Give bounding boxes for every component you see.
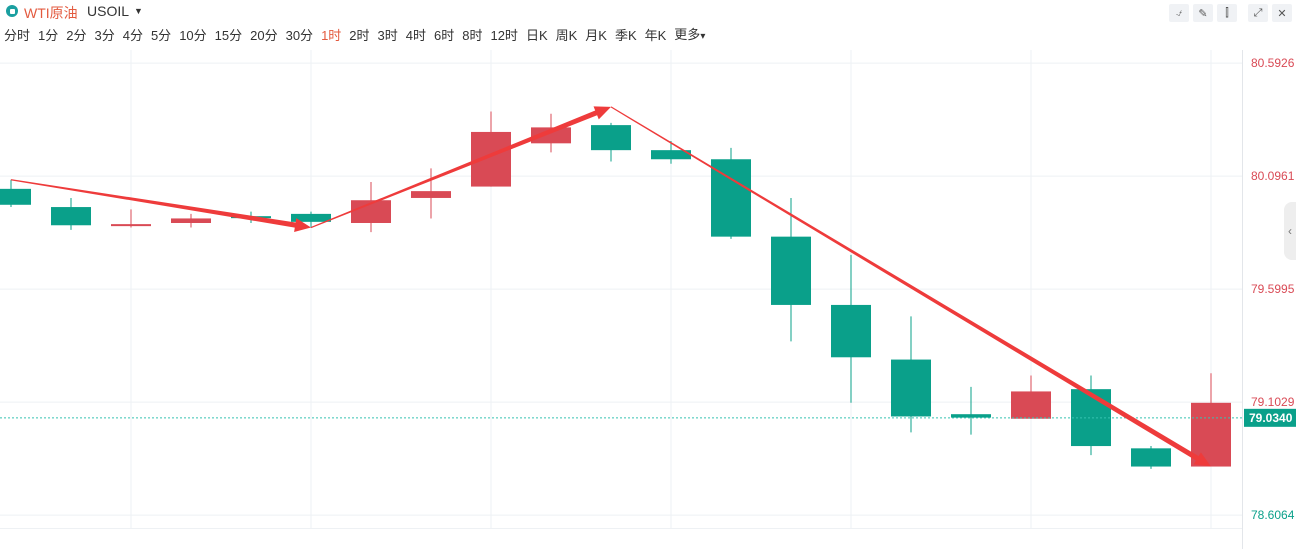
candle-body — [591, 125, 631, 151]
candle-body — [111, 224, 151, 227]
y-tick-label: 80.0961 — [1251, 169, 1295, 183]
candle-body — [651, 150, 691, 160]
symbol-dropdown-icon[interactable]: ▼ — [134, 6, 143, 16]
current-price-tag — [1244, 408, 1296, 427]
chart-header: WTI原油 USOIL ▼ ⍻ ✎ ⫿ ⤢ ✕ — [0, 0, 1296, 24]
period-tab[interactable]: 1分 — [38, 28, 59, 43]
period-tab[interactable]: 5分 — [150, 28, 172, 43]
candle-body — [1131, 448, 1171, 467]
current-price-label: 79.0340 — [1249, 411, 1293, 425]
candle-body — [51, 207, 91, 226]
period-tab[interactable]: 20分 — [250, 28, 278, 43]
period-tab[interactable]: 4分 — [122, 28, 143, 43]
line-tool-icon[interactable]: ⍻ — [1169, 4, 1189, 22]
candle-body — [831, 304, 871, 358]
period-tab[interactable]: 2时 — [349, 28, 370, 43]
period-tabs: 分时 1分 2分 3分 4分 5分 10分 15分 20分 30分 1时 2时 3时 4时 6时 8时 12时日… — [0, 25, 709, 47]
candle-body — [351, 200, 391, 223]
close-icon[interactable]: ✕ — [1272, 4, 1292, 22]
period-tab[interactable]: 季K — [614, 28, 637, 43]
period-tab[interactable]: 4时 — [405, 28, 426, 43]
period-tab[interactable]: 月K — [585, 28, 607, 43]
period-tab[interactable]: 8时 — [462, 28, 483, 43]
period-tab[interactable]: 年K — [644, 28, 667, 43]
period-tab[interactable]: 日K — [525, 28, 548, 43]
trend-arrow — [10, 179, 312, 232]
period-tab[interactable]: 分时 — [4, 28, 31, 43]
period-tab[interactable]: 12时 — [490, 28, 518, 43]
period-tab[interactable]: 10分 — [179, 28, 207, 43]
trend-arrow — [310, 106, 611, 229]
y-tick-label: 79.5995 — [1251, 282, 1295, 296]
y-tick-label: 79.1029 — [1251, 395, 1295, 409]
symbol-code[interactable]: USOIL — [87, 3, 130, 19]
period-tab[interactable]: 3时 — [377, 28, 398, 43]
period-tab[interactable]: 6时 — [434, 28, 455, 43]
period-tab[interactable]: 2分 — [66, 28, 87, 43]
candle-body — [1011, 391, 1051, 419]
period-tab[interactable]: 1时 — [321, 28, 342, 43]
period-tab[interactable]: 3分 — [94, 28, 115, 43]
y-tick-label: 78.6064 — [1251, 508, 1295, 522]
more-dropdown-icon: ▾ — [700, 31, 706, 42]
candle-body — [771, 236, 811, 305]
candle-body — [411, 191, 451, 198]
trend-arrow — [610, 106, 1211, 467]
candle-body — [0, 188, 31, 205]
candle-body — [171, 218, 211, 223]
pen-tool-icon[interactable]: ✎ — [1193, 4, 1213, 22]
expand-icon[interactable]: ⤢ — [1248, 4, 1268, 22]
y-tick-label: 80.5926 — [1251, 56, 1295, 70]
candle-body — [531, 127, 571, 144]
period-tab[interactable]: 30分 — [285, 28, 314, 43]
candle-body — [711, 159, 751, 237]
candle-body — [951, 414, 991, 418]
candle-body — [291, 213, 331, 222]
period-tab[interactable]: 周K — [555, 28, 578, 43]
symbol-icon — [6, 5, 18, 17]
symbol-name[interactable]: WTI原油 — [24, 5, 78, 21]
candle-body — [891, 359, 931, 417]
candle-type-icon[interactable]: ⫿ — [1217, 4, 1237, 22]
collapse-panel-button[interactable]: ‹ — [1284, 202, 1296, 260]
period-tab[interactable]: 15分 — [214, 28, 243, 43]
period-tab[interactable]: 更多▾ — [674, 27, 706, 42]
